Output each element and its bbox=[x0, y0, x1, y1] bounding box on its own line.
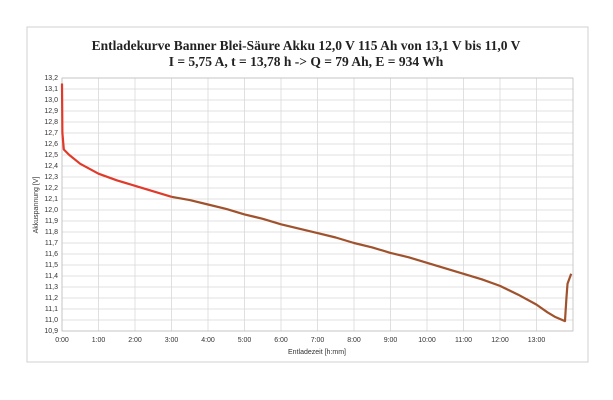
y-tick-label: 11,9 bbox=[45, 218, 58, 225]
x-tick-label: 3:00 bbox=[165, 337, 179, 344]
plot-border bbox=[61, 77, 574, 332]
y-tick-label: 11,1 bbox=[45, 306, 58, 313]
data-line bbox=[171, 195, 573, 323]
chart-frame bbox=[26, 26, 589, 363]
y-tick-label: 11,6 bbox=[45, 251, 58, 258]
y-tick-label: 11,7 bbox=[45, 240, 58, 247]
chart-title: Entladekurve Banner Blei-Säure Akku 12,0… bbox=[92, 38, 521, 53]
chart-subtitle: I = 5,75 A, t = 13,78 h -> Q = 79 Ah, E … bbox=[169, 54, 444, 69]
y-tick-label: 10,9 bbox=[44, 328, 58, 335]
y-tick-label: 13,0 bbox=[44, 97, 58, 104]
x-tick-label: 13:00 bbox=[528, 337, 546, 344]
y-tick-label: 12,2 bbox=[44, 185, 58, 192]
y-tick-label: 12,4 bbox=[44, 163, 58, 170]
y-tick-label: 11,5 bbox=[45, 262, 58, 269]
x-tick-label: 10:00 bbox=[418, 337, 436, 344]
x-tick-label: 4:00 bbox=[201, 337, 215, 344]
x-tick-label: 12:00 bbox=[491, 337, 509, 344]
y-tick-label: 12,9 bbox=[44, 108, 58, 115]
x-tick-label: 0:00 bbox=[55, 337, 69, 344]
y-axis-label: Akkuspannung [V] bbox=[33, 177, 40, 234]
y-tick-label: 11,2 bbox=[45, 295, 58, 302]
y-tick-label: 11,4 bbox=[45, 273, 58, 280]
y-tick-label: 12,1 bbox=[44, 196, 58, 203]
y-tick-label: 13,1 bbox=[44, 86, 58, 93]
x-tick-label: 2:00 bbox=[128, 337, 142, 344]
y-tick-label: 12,8 bbox=[44, 119, 58, 126]
y-tick-label: 12,6 bbox=[44, 141, 58, 148]
x-tick-label: 8:00 bbox=[347, 337, 361, 344]
x-tick-label: 11:00 bbox=[455, 337, 472, 344]
x-tick-label: 1:00 bbox=[92, 337, 106, 344]
y-tick-label: 13,2 bbox=[44, 75, 58, 82]
data-line bbox=[60, 83, 172, 198]
y-tick-label: 11,8 bbox=[45, 229, 58, 236]
x-tick-label: 6:00 bbox=[274, 337, 288, 344]
y-tick-label: 11,3 bbox=[45, 284, 58, 291]
x-tick-label: 5:00 bbox=[238, 337, 252, 344]
y-tick-label: 11,0 bbox=[45, 317, 58, 324]
y-tick-label: 12,7 bbox=[44, 130, 58, 137]
y-tick-label: 12,0 bbox=[44, 207, 58, 214]
y-tick-label: 12,3 bbox=[44, 174, 58, 181]
x-tick-label: 7:00 bbox=[311, 337, 325, 344]
x-axis-label: Entladezeit [h:mm] bbox=[288, 349, 346, 356]
x-tick-label: 9:00 bbox=[384, 337, 398, 344]
y-tick-label: 12,5 bbox=[44, 152, 58, 159]
